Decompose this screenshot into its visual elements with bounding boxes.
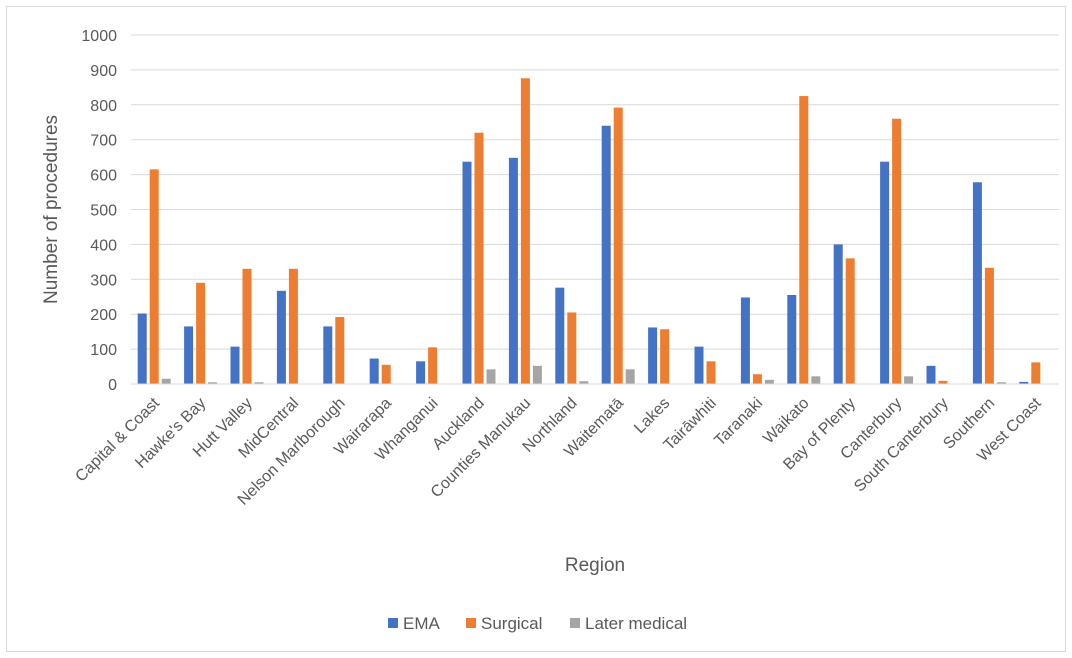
bar-surgical <box>706 361 716 384</box>
y-tick-label: 1000 <box>81 28 117 45</box>
y-tick-label: 200 <box>90 307 117 324</box>
bars <box>137 78 1041 385</box>
bar-later-medical <box>904 376 914 384</box>
bar-ema <box>880 161 890 384</box>
x-tick-label: Taranaki <box>711 395 766 450</box>
bar-ema <box>787 295 797 384</box>
x-axis-title: Region <box>565 555 625 576</box>
legend-label: Later medical <box>585 614 687 633</box>
bar-ema <box>276 290 286 384</box>
bar-later-medical <box>625 369 635 384</box>
x-tick-label: Lakes <box>631 395 673 437</box>
y-tick-label: 100 <box>90 342 117 359</box>
y-tick-label: 0 <box>108 377 117 394</box>
bar-surgical <box>938 380 948 384</box>
bar-ema <box>184 326 194 384</box>
y-axis-ticks: 0 100 200 300 400 500 600 700 800 900 1000 <box>81 28 117 394</box>
bar-later-medical <box>208 382 218 384</box>
y-axis-title: Number of procedures <box>41 115 62 304</box>
x-tick-label: Capital & Coast <box>72 394 163 485</box>
bar-ema <box>369 358 379 384</box>
bar-surgical <box>799 96 809 384</box>
bar-ema <box>508 157 518 384</box>
legend-label: Surgical <box>481 614 542 633</box>
bar-ema <box>648 327 658 384</box>
bar-surgical <box>984 267 994 384</box>
bar-chart: 0 100 200 300 400 500 600 700 800 900 1000 Capital… <box>41 28 1059 633</box>
bar-ema <box>601 125 611 385</box>
legend-swatch <box>570 618 580 628</box>
chart-frame: 0 100 200 300 400 500 600 700 800 900 1000 Capital… <box>6 6 1066 652</box>
bar-surgical <box>242 268 252 384</box>
bar-ema <box>972 182 982 384</box>
bar-later-medical <box>161 378 171 384</box>
bar-surgical <box>613 107 623 384</box>
bar-ema <box>833 244 843 384</box>
bar-surgical <box>892 118 902 384</box>
bar-later-medical <box>996 382 1006 384</box>
bar-surgical <box>567 312 577 384</box>
y-tick-label: 900 <box>90 63 117 80</box>
legend-label: EMA <box>403 614 441 633</box>
bar-surgical <box>520 78 530 384</box>
bar-ema <box>416 361 426 384</box>
bar-ema <box>323 326 333 384</box>
bar-ema <box>137 313 147 384</box>
bar-ema <box>555 287 565 384</box>
legend: EMA Surgical Later medical <box>388 614 687 633</box>
bar-surgical <box>1031 362 1041 384</box>
bar-ema <box>462 161 472 384</box>
bar-later-medical <box>486 369 496 384</box>
bar-surgical <box>845 258 855 384</box>
y-tick-label: 400 <box>90 237 117 254</box>
bar-later-medical <box>811 376 821 384</box>
bar-ema <box>694 346 704 384</box>
bar-ema <box>740 297 750 384</box>
bar-surgical <box>335 316 345 384</box>
bar-surgical <box>474 132 484 384</box>
bar-ema <box>926 365 936 384</box>
bar-surgical <box>149 169 159 384</box>
bar-surgical <box>660 329 670 384</box>
bar-later-medical <box>532 365 542 384</box>
gridlines <box>131 34 1059 350</box>
bar-later-medical <box>764 379 774 384</box>
bar-ema <box>230 346 240 384</box>
bar-later-medical <box>579 381 589 384</box>
y-tick-label: 800 <box>90 98 117 115</box>
bar-surgical <box>196 282 206 384</box>
bar-surgical <box>428 347 438 384</box>
legend-swatch <box>388 618 398 628</box>
y-tick-label: 600 <box>90 168 117 185</box>
y-tick-label: 500 <box>90 203 117 220</box>
y-tick-label: 300 <box>90 272 117 289</box>
bar-surgical <box>381 364 391 384</box>
y-tick-label: 700 <box>90 133 117 150</box>
bar-later-medical <box>254 382 264 384</box>
legend-swatch <box>466 618 476 628</box>
bar-surgical <box>752 374 762 384</box>
bar-ema <box>1019 381 1029 384</box>
bar-surgical <box>288 268 298 384</box>
